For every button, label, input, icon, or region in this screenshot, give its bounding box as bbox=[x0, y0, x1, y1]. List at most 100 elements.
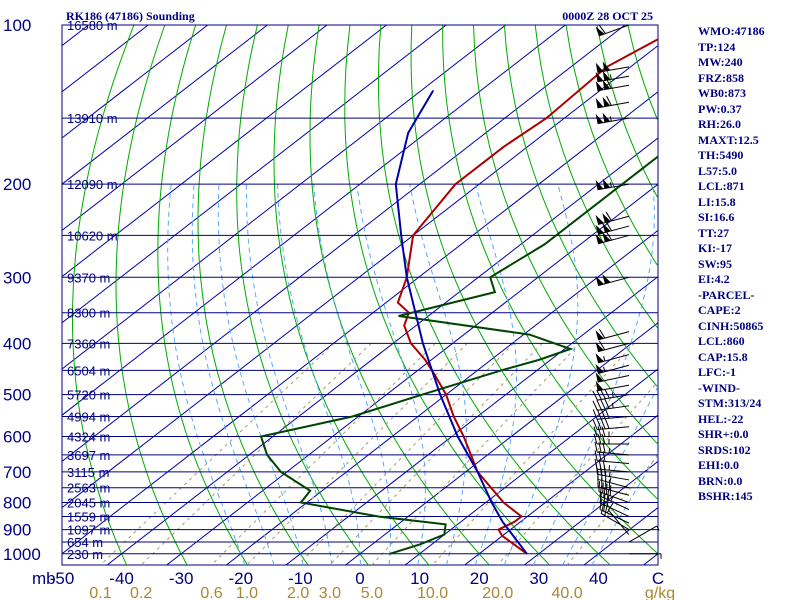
wind-barb-feather bbox=[596, 419, 602, 430]
wind-barb-staff bbox=[628, 525, 657, 543]
wind-barb bbox=[592, 408, 630, 420]
wind-barb-half-feather bbox=[609, 74, 612, 80]
wind-barb-flag bbox=[595, 275, 604, 286]
dry-adiabat-line bbox=[344, 25, 551, 565]
temperature-tick-label: -10 bbox=[288, 569, 313, 588]
wind-barb-feather bbox=[592, 409, 598, 420]
wind-barb-feather bbox=[601, 433, 606, 445]
wind-barb-feather bbox=[604, 408, 610, 419]
wind-barb-staff bbox=[597, 451, 630, 456]
wind-barb-staff bbox=[597, 234, 630, 245]
wind-barb-flag bbox=[595, 224, 604, 235]
wind-barb-flag bbox=[595, 97, 604, 108]
dry-adiabat-line bbox=[751, 25, 800, 565]
wind-barb-feather bbox=[594, 458, 598, 470]
temperature-tick-label: 30 bbox=[529, 569, 548, 588]
moist-adiabat-line bbox=[503, 184, 579, 565]
wind-barb bbox=[628, 525, 660, 543]
dry-adiabat-line bbox=[236, 25, 369, 565]
pressure-tick-label: 700 bbox=[3, 463, 31, 482]
height-label: 7360 m bbox=[67, 336, 110, 351]
wind-barb-feather bbox=[604, 505, 608, 516]
height-label: 10620 m bbox=[67, 228, 118, 243]
wind-barb-feather bbox=[592, 390, 598, 401]
moist-adiabat-line bbox=[217, 184, 304, 565]
wind-barb bbox=[599, 499, 630, 524]
wind-barb-feather bbox=[596, 400, 602, 410]
wind-barbs bbox=[592, 24, 662, 559]
wind-barb-half-feather bbox=[609, 116, 612, 122]
moist-adiabat-line bbox=[562, 385, 658, 565]
height-label: 654 m bbox=[67, 535, 103, 550]
wind-barb-feather bbox=[600, 503, 605, 514]
wind-barb-feather bbox=[594, 450, 598, 461]
dry-adiabat-line bbox=[442, 25, 658, 501]
wind-barb-feather bbox=[596, 409, 602, 420]
wind-barb-feather bbox=[597, 433, 602, 445]
wind-barb-staff bbox=[597, 460, 630, 465]
temperature-tick-label: 20 bbox=[470, 569, 489, 588]
height-label: 3115 m bbox=[67, 465, 109, 480]
mixing-ratio-line bbox=[432, 343, 635, 565]
wind-barb-half-feather bbox=[610, 496, 614, 502]
wind-barb-flag bbox=[595, 179, 604, 190]
wind-barb bbox=[595, 363, 630, 375]
stats-panel-line: LCL:871 bbox=[698, 179, 745, 193]
wind-barb-staff bbox=[597, 374, 630, 383]
wind-barb-half-feather bbox=[606, 508, 610, 514]
wind-barb bbox=[595, 380, 630, 392]
stats-panel-line: RH:26.0 bbox=[698, 117, 741, 131]
wind-barb-flag bbox=[602, 222, 611, 233]
wind-barb-flag bbox=[595, 62, 604, 73]
wind-barb-half-feather bbox=[656, 525, 660, 531]
wind-barb-half-feather bbox=[603, 366, 606, 372]
wind-barb bbox=[595, 353, 630, 364]
temperature-tick-label: -30 bbox=[169, 569, 194, 588]
wind-barb-half-feather bbox=[609, 182, 612, 188]
wind-barb-staff bbox=[597, 215, 630, 226]
wind-barb bbox=[599, 492, 630, 517]
parcel-trace bbox=[394, 89, 528, 555]
wind-barb bbox=[629, 553, 662, 559]
wind-barb-flag bbox=[602, 178, 611, 189]
stats-panel-line: LI:15.8 bbox=[698, 194, 736, 209]
isotherm-line bbox=[345, 322, 658, 565]
pressure-tick-label: 1000 bbox=[3, 545, 41, 564]
wind-barb-flag bbox=[595, 71, 604, 82]
isotherm-line bbox=[62, 25, 566, 416]
wind-barb-feather bbox=[600, 408, 606, 419]
pressure-tick-label: 900 bbox=[3, 521, 31, 540]
wind-barb-flag bbox=[602, 61, 611, 72]
height-label: 9370 m bbox=[67, 270, 110, 285]
wind-barb-staff bbox=[597, 478, 630, 489]
wind-barb-feather bbox=[602, 482, 604, 494]
mixing-ratio-label: 2.0 bbox=[287, 585, 309, 600]
stats-panel-line: CAPE:2 bbox=[698, 303, 741, 317]
wind-barb-staff bbox=[597, 342, 630, 353]
height-label: 4994 m bbox=[67, 410, 110, 425]
dry-adiabat-line bbox=[273, 25, 430, 565]
wind-barb-flag bbox=[602, 274, 611, 284]
stats-panel-line: LCL:860 bbox=[698, 334, 745, 348]
height-label: 12090 m bbox=[67, 177, 118, 192]
wind-barb bbox=[595, 221, 630, 235]
wind-barb-flag bbox=[595, 214, 604, 225]
wind-barb-staff bbox=[597, 364, 630, 375]
wind-barb-half-feather bbox=[609, 477, 612, 483]
wind-barb-feather bbox=[600, 418, 606, 429]
wind-barb-staff bbox=[599, 509, 630, 524]
isobars bbox=[62, 24, 658, 555]
mixing-ratio-line bbox=[100, 343, 335, 565]
dewpoint-trace bbox=[259, 155, 658, 555]
height-label: 1097 m bbox=[67, 523, 110, 538]
wind-barb-staff bbox=[597, 354, 630, 364]
stats-panel-line: -WIND- bbox=[698, 380, 740, 395]
wind-barb-staff bbox=[597, 468, 630, 473]
mixing-ratio-lines bbox=[100, 343, 658, 565]
wind-barb-half-feather bbox=[603, 356, 606, 362]
dry-adiabat-line bbox=[72, 25, 135, 565]
wind-barb-feather bbox=[605, 230, 613, 241]
stats-panel-line: WMO:47186 bbox=[698, 24, 765, 38]
mixing-ratio-line bbox=[140, 343, 372, 565]
isotherm-line bbox=[62, 44, 658, 509]
